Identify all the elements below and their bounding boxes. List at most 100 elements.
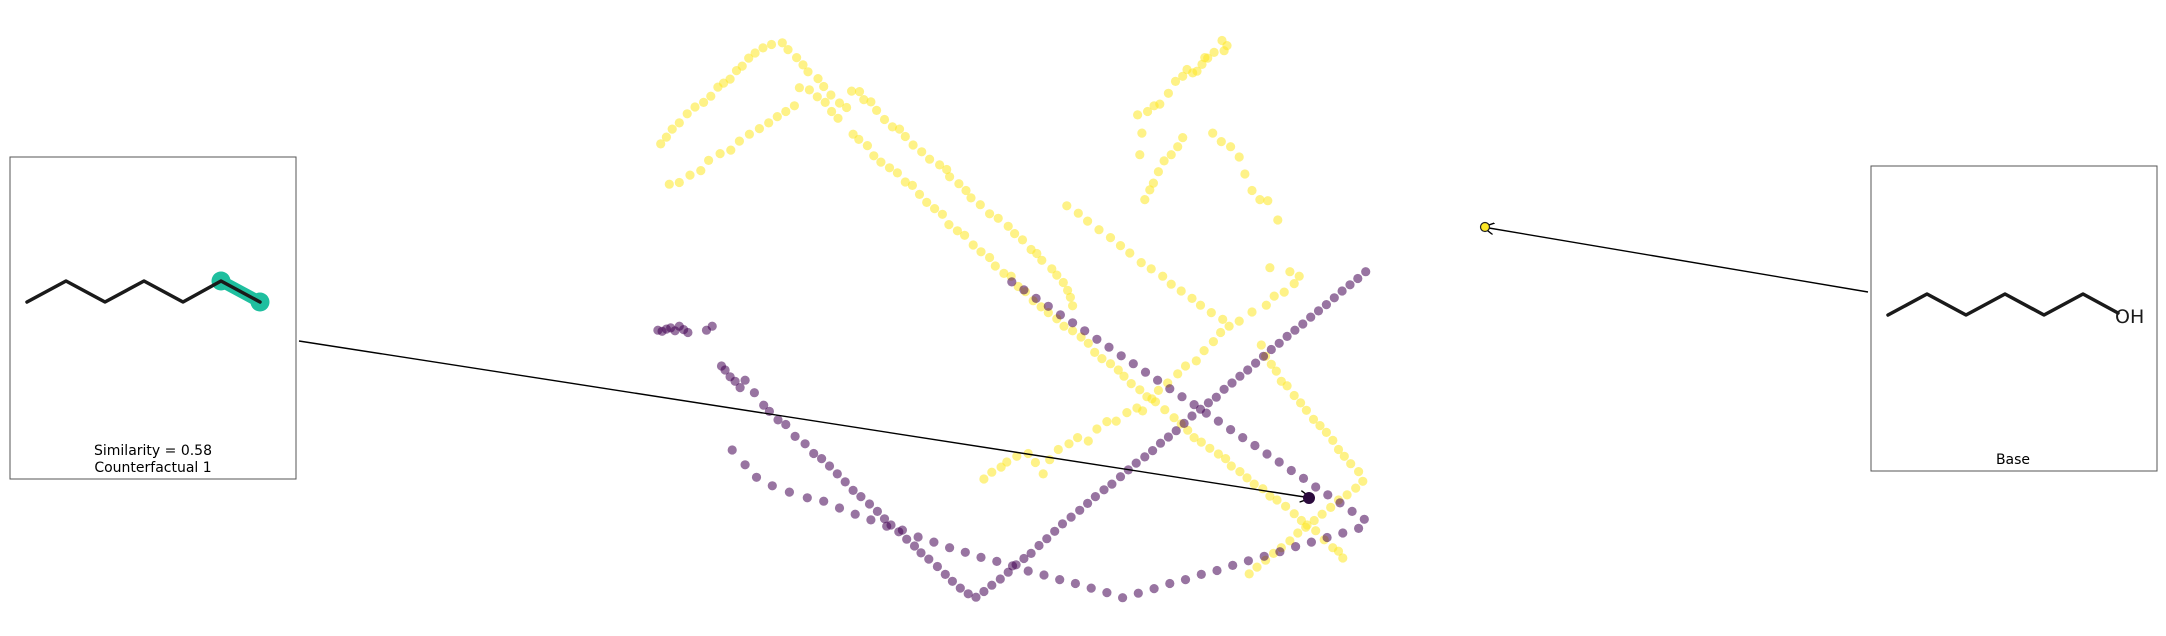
scatter-point-class_0-65 (1140, 452, 1150, 462)
scatter-point-class_1-17 (1137, 128, 1147, 138)
scatter-point-class_0-79 (1251, 358, 1261, 368)
scatter-point-class_0-32 (879, 514, 890, 524)
scatter-point-class_0-136 (1347, 506, 1357, 516)
scatter-point-class_0-119 (1118, 593, 1128, 603)
scatter-point-class_1-45 (1224, 321, 1234, 331)
scatter-point-class_1-29 (1226, 142, 1236, 152)
scatter-point-class_1-87 (985, 209, 995, 219)
scatter-point-class_1-62 (1073, 433, 1083, 443)
scatter-point-class_1-159 (884, 163, 895, 173)
scatter-point-class_0-123 (1180, 575, 1191, 585)
scatter-point-class_0-160 (1055, 310, 1065, 320)
scatter-point-class_1-254 (1351, 483, 1361, 493)
scatter-point-class_1-66 (1038, 469, 1048, 479)
scatter-point-class_0-146 (1226, 425, 1236, 435)
scatter-point-class_1-225 (1115, 241, 1126, 251)
scatter-point-class_0-25 (824, 461, 835, 471)
scatter-point-class_0-98 (784, 487, 795, 497)
scatter-point-class_1-131 (667, 124, 677, 134)
scatter-point-class_1-22 (1159, 156, 1169, 166)
scatter-point-class_0-120 (1133, 588, 1143, 598)
scatter-point-class_1-164 (922, 197, 932, 207)
scatter-point-class_0-71 (1187, 411, 1197, 421)
scatter-point-class_0-94 (727, 445, 737, 455)
scatter-point-class_0-143 (1262, 449, 1272, 459)
scatter-point-class_1-260 (1301, 522, 1311, 532)
scatter-point-class_0-148 (1201, 408, 1211, 418)
scatter-point-class_0-28 (848, 485, 858, 495)
scatter-point-class_0-14 (735, 383, 745, 393)
scatter-point-class_1-57 (1122, 408, 1132, 418)
scatter-point-class_0-142 (1274, 457, 1284, 467)
scatter-point-class_1-10 (1178, 71, 1188, 81)
scatter-point-class_1-226 (1125, 248, 1135, 258)
scatter-point-class_1-51 (1173, 369, 1183, 379)
scatter-point-class_1-69 (1012, 451, 1022, 461)
scatter-point-class_0-76 (1227, 378, 1237, 388)
scatter-point-class_0-45 (979, 586, 989, 597)
scatter-point-class_1-200 (1196, 437, 1206, 447)
scatter-point-class_1-207 (1249, 479, 1259, 489)
scatter-point-class_1-43 (1247, 307, 1257, 317)
scatter-point-class_0-150 (1177, 392, 1187, 402)
scatter-point-class_1-132 (661, 132, 672, 142)
scatter-point-class_0-99 (802, 493, 812, 503)
scatter-point-class_1-163 (914, 189, 925, 199)
scatter-point-class_1-210 (1272, 495, 1282, 505)
scatter-point-class_1-127 (699, 97, 709, 107)
scatter-point-class_1-179 (1036, 302, 1046, 312)
scatter-point-class_1-60 (1092, 424, 1102, 434)
scatter-point-class_0-114 (1039, 570, 1049, 580)
scatter-point-class_0-153 (1140, 367, 1151, 377)
scatter-point-class_0-151 (1165, 384, 1175, 394)
scatter-point-class_1-74 (1068, 301, 1078, 311)
scatter-point-class_0-116 (1070, 578, 1080, 589)
alcohol-chain (1886, 292, 2120, 317)
scatter-point-class_1-168 (952, 226, 963, 236)
scatter-point-class_1-99 (894, 124, 905, 134)
scatter-point-class_1-224 (1105, 233, 1116, 243)
scatter-point-class_0-17 (759, 400, 769, 410)
scatter-point-class_1-221 (1073, 208, 1083, 218)
scatter-point-class_1-204 (1226, 461, 1236, 471)
base-caption: Base (1996, 452, 2030, 468)
scatter-point-class_0-69 (1171, 426, 1181, 436)
scatter-point-class_1-73 (979, 474, 989, 484)
scatter-point-class_0-96 (751, 472, 762, 482)
scatter-point-class_0-108 (945, 543, 955, 553)
scatter-point-class_0-103 (866, 515, 876, 525)
scatter-point-class_1-80 (1037, 255, 1047, 265)
scatter-point-class_1-202 (1213, 449, 1223, 459)
scatter-point-class_1-85 (1003, 221, 1013, 231)
scatter-point-class_1-248 (1328, 435, 1338, 445)
scatter-point-class_0-7 (683, 327, 693, 338)
hydroxyl-label: OH (2115, 306, 2144, 328)
scatter-point-class_0-82 (1274, 338, 1284, 348)
scatter-point-class_0-122 (1165, 578, 1175, 589)
scatter-point-class_1-241 (1282, 381, 1292, 391)
scatter-point-class_1-83 (1017, 235, 1028, 245)
scatter-point-class_0-38 (924, 554, 934, 564)
scatter-point-class_0-11 (720, 365, 730, 375)
scatter-point-class_1-24 (1148, 178, 1158, 188)
scatter-point-class_0-50 (1019, 553, 1029, 564)
scatter-point-class_1-15 (1143, 106, 1153, 117)
scatter-point-class_1-169 (960, 230, 970, 240)
scatter-point-class_1-128 (690, 102, 700, 112)
scatter-point-class_0-80 (1258, 351, 1269, 361)
scatter-point-class_0-77 (1235, 371, 1245, 381)
scatter-point-class_0-124 (1196, 569, 1206, 580)
scatter-point-class_1-14 (1149, 101, 1159, 111)
scatter-point-class_0-161 (1043, 301, 1053, 311)
scatter-point-class_1-160 (892, 168, 903, 178)
scatter-point-class_1-2 (1219, 46, 1229, 56)
scatter-point-class_0-64 (1131, 458, 1141, 468)
scatter-point-class_0-81 (1266, 344, 1276, 355)
scatter-point-class_0-47 (995, 574, 1005, 584)
scatter-point-class_1-170 (968, 240, 978, 250)
scatter-point-class_1-107 (842, 102, 852, 113)
scatter-point-class_0-74 (1211, 392, 1221, 402)
scatter-point-class_1-196 (1169, 413, 1179, 423)
scatter-point-class_1-126 (706, 91, 716, 101)
